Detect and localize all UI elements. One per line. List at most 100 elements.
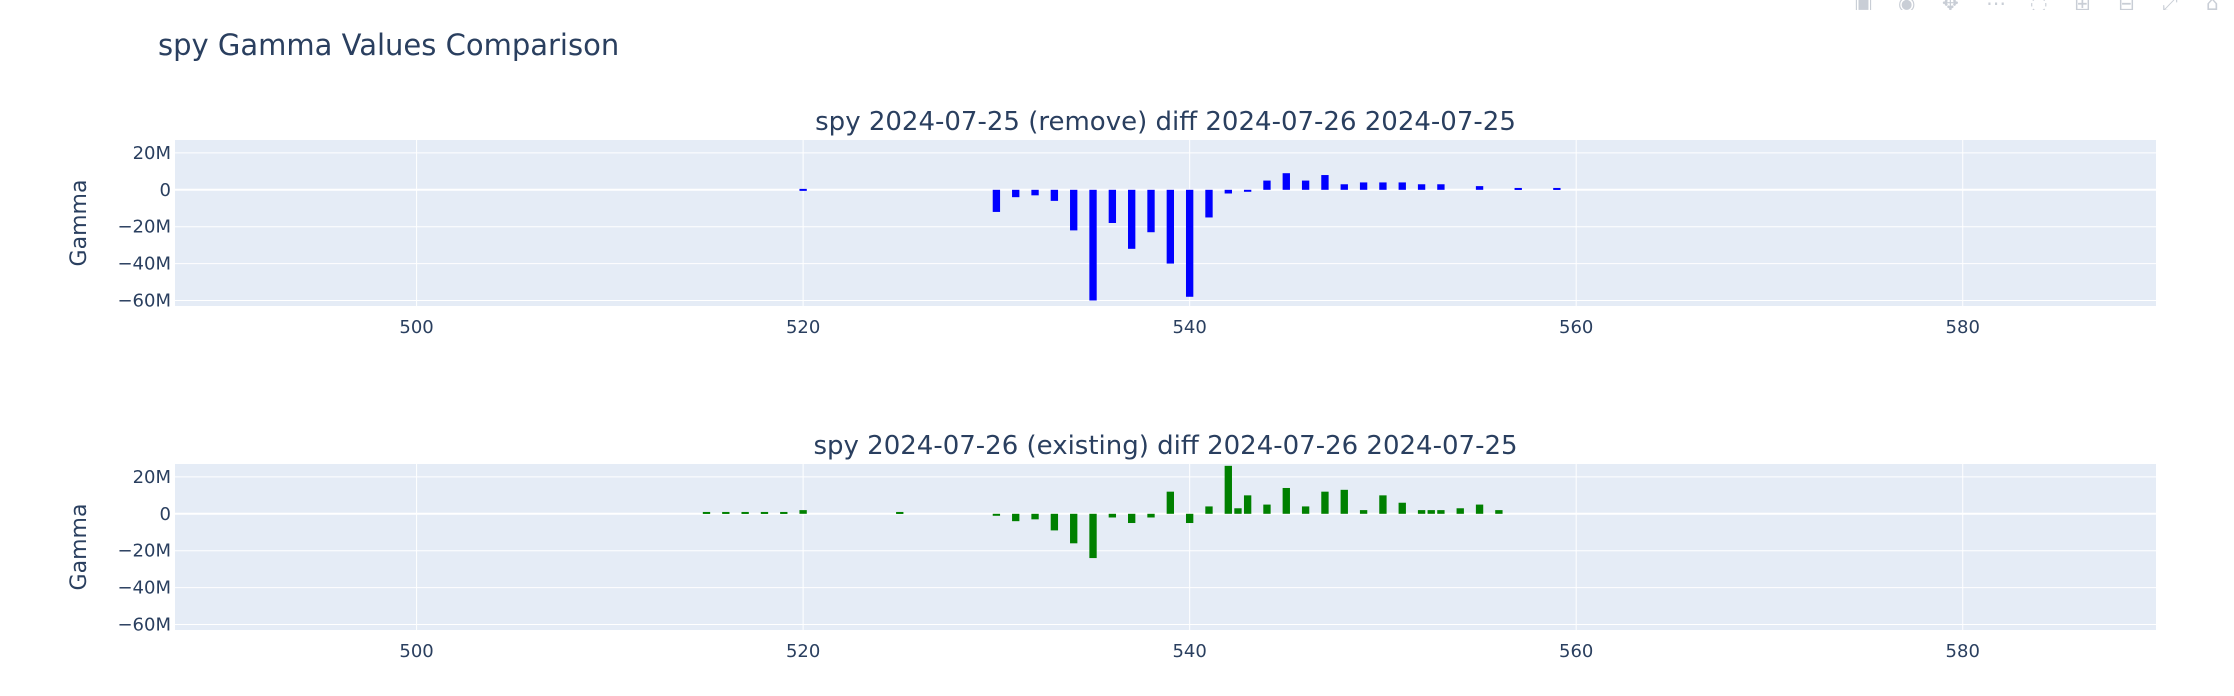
bar[interactable] — [760, 511, 769, 514]
bar[interactable] — [1224, 465, 1232, 514]
bar[interactable] — [1128, 189, 1136, 249]
x-tick-label: 540 — [1172, 317, 1206, 338]
bar[interactable] — [1398, 182, 1406, 190]
subplot-title: spy 2024-07-26 (existing) diff 2024-07-2… — [813, 431, 1517, 461]
bar[interactable] — [1475, 186, 1484, 190]
bar[interactable] — [1417, 510, 1426, 514]
bar[interactable] — [1234, 508, 1242, 514]
bar[interactable] — [1398, 502, 1406, 514]
bar[interactable] — [1147, 513, 1155, 518]
bar[interactable] — [1301, 506, 1310, 514]
bar[interactable] — [1321, 491, 1329, 514]
bar[interactable] — [1089, 513, 1097, 559]
x-tick-label: 520 — [786, 641, 820, 662]
bar[interactable] — [1282, 173, 1290, 190]
x-tick-label: 580 — [1946, 641, 1980, 662]
bar[interactable] — [1456, 508, 1464, 514]
bar[interactable] — [1070, 189, 1078, 231]
bar[interactable] — [1379, 495, 1387, 514]
bar[interactable] — [1185, 189, 1194, 297]
subplot-existing[interactable]: 20M 0 −20M −40M −60M 500 520 540 560 580 spy 2024-… — [67, 431, 2156, 662]
bar[interactable] — [992, 513, 1001, 516]
x-tick-label: 560 — [1559, 641, 1593, 662]
bar[interactable] — [1012, 189, 1020, 198]
bar[interactable] — [1205, 506, 1213, 514]
y-tick-label: −60M — [117, 290, 171, 311]
bar[interactable] — [799, 188, 807, 191]
subplot-remove[interactable]: 20M 0 −20M −40M −60M 500 520 540 560 580 spy 2024-… — [67, 107, 2156, 338]
zoom-icon[interactable]: ◉ — [1898, 0, 1920, 10]
y-tick-label: −20M — [117, 217, 171, 238]
pan-icon[interactable]: ✥ — [1942, 0, 1964, 10]
bar[interactable] — [1301, 180, 1310, 190]
bar[interactable] — [799, 510, 807, 514]
x-tick-label: 580 — [1946, 317, 1980, 338]
y-axis-label: Gamma — [67, 180, 92, 267]
bar[interactable] — [1263, 180, 1271, 190]
plot-area[interactable] — [175, 464, 2156, 630]
y-axis-label: Gamma — [67, 504, 92, 591]
x-tick-label: 520 — [786, 317, 820, 338]
bar[interactable] — [992, 189, 1001, 212]
bar[interactable] — [1147, 189, 1155, 233]
bar[interactable] — [1185, 513, 1194, 524]
y-tick-label: 20M — [133, 143, 171, 164]
bar[interactable] — [702, 511, 711, 514]
y-tick-label: −40M — [117, 254, 171, 275]
bar[interactable] — [1050, 189, 1059, 201]
zoom-out-icon[interactable]: ⊟ — [2118, 0, 2140, 10]
bar[interactable] — [1359, 182, 1368, 190]
bar[interactable] — [1263, 504, 1271, 514]
bar[interactable] — [1031, 189, 1039, 196]
bar[interactable] — [1243, 495, 1252, 514]
bar[interactable] — [1427, 510, 1435, 514]
bar[interactable] — [1050, 513, 1059, 531]
bar[interactable] — [1437, 184, 1445, 190]
bar[interactable] — [1243, 189, 1252, 192]
bar[interactable] — [741, 511, 749, 514]
bar[interactable] — [1553, 187, 1561, 190]
bar[interactable] — [1437, 510, 1445, 514]
bar[interactable] — [1108, 189, 1117, 223]
y-tick-label: 20M — [133, 467, 171, 488]
bar[interactable] — [1359, 510, 1368, 514]
bar[interactable] — [722, 511, 730, 514]
reset-axes-icon[interactable]: ⌂ — [2206, 0, 2228, 10]
bar[interactable] — [1070, 513, 1078, 544]
bar[interactable] — [1379, 182, 1387, 190]
camera-icon[interactable]: ▣ — [1854, 0, 1876, 10]
bar[interactable] — [1031, 513, 1039, 520]
bar[interactable] — [1340, 184, 1348, 190]
bar[interactable] — [1166, 491, 1175, 514]
box-select-icon[interactable]: ⋯ — [1986, 0, 2008, 10]
bar[interactable] — [1108, 513, 1117, 518]
bar[interactable] — [1282, 487, 1290, 514]
bar[interactable] — [1514, 187, 1522, 190]
x-tick-label: 500 — [399, 317, 433, 338]
bar[interactable] — [1224, 189, 1232, 194]
page-title: spy Gamma Values Comparison — [158, 28, 620, 62]
bar[interactable] — [1495, 510, 1503, 514]
bar[interactable] — [1321, 175, 1329, 190]
x-tick-label: 540 — [1172, 641, 1206, 662]
bar[interactable] — [1475, 504, 1484, 514]
plot-area[interactable] — [175, 140, 2156, 306]
y-tick-label: −20M — [117, 541, 171, 562]
bar[interactable] — [1089, 189, 1097, 301]
bar[interactable] — [1128, 513, 1136, 524]
zoom-in-icon[interactable]: ⊞ — [2074, 0, 2096, 10]
lasso-icon[interactable]: ◌ — [2030, 0, 2052, 10]
modebar: ▣ ◉ ✥ ⋯ ◌ ⊞ ⊟ ⤢ ⌂ — [1854, 0, 2228, 10]
y-tick-label: 0 — [160, 180, 171, 201]
bar[interactable] — [896, 511, 904, 514]
subplot-title: spy 2024-07-25 (remove) diff 2024-07-26 … — [815, 107, 1516, 137]
bar[interactable] — [1012, 513, 1020, 522]
bar[interactable] — [780, 511, 788, 514]
bar[interactable] — [1166, 189, 1175, 264]
autoscale-icon[interactable]: ⤢ — [2162, 0, 2184, 10]
bar[interactable] — [1417, 184, 1426, 190]
bar[interactable] — [1205, 189, 1213, 218]
y-tick-label: −60M — [117, 614, 171, 635]
bar[interactable] — [1340, 489, 1348, 514]
